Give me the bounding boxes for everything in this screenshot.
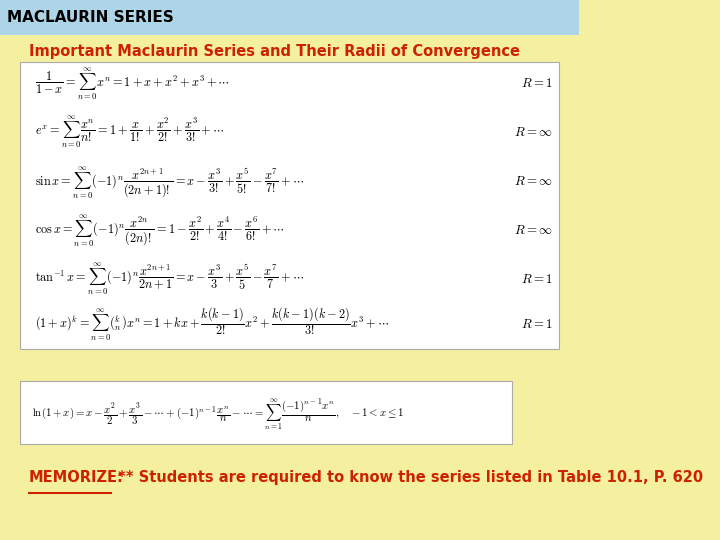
Text: $R = 1$: $R = 1$ [521, 273, 553, 286]
Text: ** Students are required to know the series listed in Table 10.1, P. 620: ** Students are required to know the ser… [113, 470, 703, 485]
Text: $\sin x = \sum_{n=0}^{\infty}(-1)^n\dfrac{x^{2n+1}}{(2n+1)!} = x - \dfrac{x^3}{3: $\sin x = \sum_{n=0}^{\infty}(-1)^n\dfra… [35, 164, 304, 200]
FancyBboxPatch shape [0, 0, 579, 35]
FancyBboxPatch shape [20, 381, 513, 444]
Text: $R = \infty$: $R = \infty$ [514, 224, 553, 237]
Text: $R = 1$: $R = 1$ [521, 77, 553, 90]
Text: $\cos x = \sum_{n=0}^{\infty}(-1)^n\dfrac{x^{2n}}{(2n)!} = 1 - \dfrac{x^2}{2!} +: $\cos x = \sum_{n=0}^{\infty}(-1)^n\dfra… [35, 213, 284, 248]
Text: MEMORIZE:: MEMORIZE: [29, 470, 124, 485]
Text: Important Maclaurin Series and Their Radii of Convergence: Important Maclaurin Series and Their Rad… [29, 44, 520, 59]
Text: $\ln(1+x) = x - \dfrac{x^2}{2} + \dfrac{x^3}{3} - \cdots + (-1)^{n-1}\dfrac{x^n}: $\ln(1+x) = x - \dfrac{x^2}{2} + \dfrac{… [32, 397, 404, 431]
FancyBboxPatch shape [20, 62, 559, 349]
Text: MACLAURIN SERIES: MACLAURIN SERIES [7, 10, 174, 25]
Text: $R = \infty$: $R = \infty$ [514, 126, 553, 139]
Text: $(1+x)^k = \sum_{n=0}^{\infty}\binom{k}{n}x^n = 1 + kx + \dfrac{k(k-1)}{2!}x^2 +: $(1+x)^k = \sum_{n=0}^{\infty}\binom{k}{… [35, 305, 389, 343]
Text: $R = \infty$: $R = \infty$ [514, 176, 553, 188]
Text: $e^x = \sum_{n=0}^{\infty} \dfrac{x^n}{n!} = 1 + \dfrac{x}{1!} + \dfrac{x^2}{2!}: $e^x = \sum_{n=0}^{\infty} \dfrac{x^n}{n… [35, 114, 224, 150]
Text: $\dfrac{1}{1-x} = \sum_{n=0}^{\infty} x^n = 1 + x + x^2 + x^3 + \cdots$: $\dfrac{1}{1-x} = \sum_{n=0}^{\infty} x^… [35, 66, 230, 102]
Text: $R = 1$: $R = 1$ [521, 318, 553, 330]
Text: $\tan^{-1} x = \sum_{n=0}^{\infty}(-1)^n\dfrac{x^{2n+1}}{2n+1} = x - \dfrac{x^3}: $\tan^{-1} x = \sum_{n=0}^{\infty}(-1)^n… [35, 261, 304, 297]
